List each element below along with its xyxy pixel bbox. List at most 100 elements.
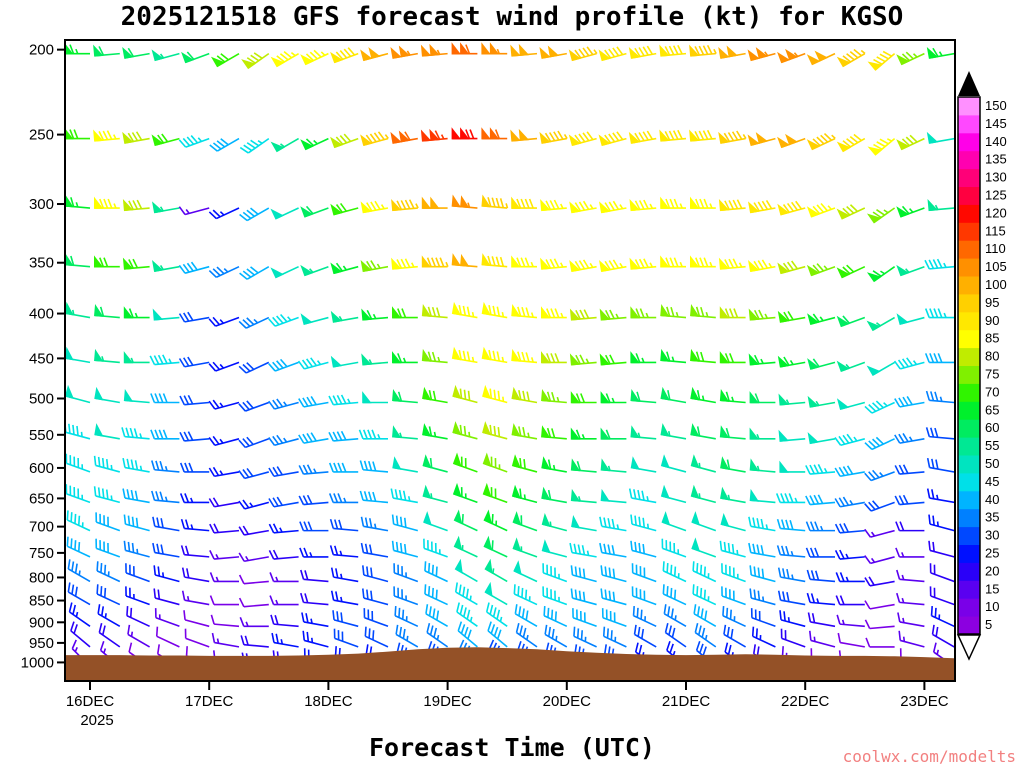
wind-barb [70, 621, 91, 648]
wind-barb [301, 612, 329, 628]
y-tick-label: 800 [29, 569, 54, 586]
wind-barb [238, 574, 269, 585]
wind-barb [778, 429, 806, 442]
wind-barb [866, 207, 896, 224]
colorbar-label: 125 [985, 187, 1007, 202]
wind-barb [511, 423, 538, 440]
wind-barb [422, 423, 448, 440]
wind-barb [395, 624, 419, 648]
wind-barb [544, 624, 568, 648]
wind-barb [570, 565, 597, 583]
wind-barb [598, 131, 627, 147]
wind-barb [510, 128, 538, 142]
wind-barb [806, 569, 836, 583]
wind-barb [297, 357, 329, 370]
wind-barb [897, 612, 925, 628]
wind-barb [807, 358, 836, 370]
wind-barb [569, 542, 597, 558]
wind-barb [924, 353, 954, 364]
wind-barb [779, 610, 806, 628]
wind-barb [926, 488, 954, 504]
wind-barb [693, 604, 717, 628]
wind-barb [154, 608, 180, 628]
wind-barb [426, 622, 449, 648]
wind-barb [600, 565, 627, 583]
wind-barb [209, 137, 240, 152]
wind-barb [359, 490, 389, 504]
wind-barb [330, 590, 359, 606]
wind-barb [152, 308, 180, 321]
wind-barb [689, 196, 716, 209]
wind-barb [541, 456, 567, 473]
wind-barb [834, 465, 865, 478]
wind-barb [748, 542, 776, 558]
wind-barb [927, 198, 954, 212]
wind-barb [452, 452, 478, 473]
wind-barb [360, 200, 389, 214]
wind-barb [806, 203, 836, 218]
wind-barb [719, 540, 746, 558]
wind-barb [514, 604, 538, 628]
wind-barb [485, 602, 508, 627]
wind-barb [690, 484, 717, 504]
wind-barb [570, 391, 597, 404]
wind-barb [630, 456, 657, 473]
wind-barb [568, 46, 598, 62]
wind-barb [511, 386, 538, 404]
wind-barb [151, 49, 180, 62]
wind-barb [122, 198, 150, 212]
wind-barb [238, 552, 269, 563]
wind-barb [268, 549, 299, 560]
wind-barb [66, 384, 91, 404]
wind-barbs-layer [66, 42, 954, 668]
wind-barb [719, 306, 746, 319]
wind-barb [362, 588, 389, 606]
wind-barb [866, 361, 895, 376]
wind-barb [330, 567, 359, 583]
wind-barb [122, 131, 150, 144]
wind-barb [96, 584, 121, 606]
wind-barb [721, 586, 746, 606]
wind-barb [836, 48, 866, 68]
x-tick-label: 21DEC [662, 693, 711, 710]
y-tick-label: 700 [29, 519, 54, 536]
wind-barb [451, 127, 478, 140]
y-tick-label: 400 [29, 306, 54, 323]
y-tick-label: 500 [29, 391, 54, 408]
wind-barb [628, 45, 657, 59]
wind-barb [152, 516, 180, 532]
wind-barb [691, 511, 717, 532]
colorbar-label: 75 [985, 366, 999, 381]
wind-barb [836, 264, 866, 279]
wind-barb [391, 351, 418, 364]
wind-barb [179, 394, 210, 406]
wind-barb [150, 393, 180, 404]
wind-barb [893, 357, 925, 370]
wind-barb [481, 127, 508, 140]
wind-barb [360, 131, 389, 147]
wind-barb [122, 488, 150, 504]
x-tick-label: 22DEC [781, 693, 830, 710]
wind-barb [456, 602, 478, 627]
wind-barb [630, 351, 657, 364]
wind-barb [66, 254, 91, 268]
wind-barb [178, 135, 210, 148]
wind-barb [776, 518, 806, 532]
wind-barb [392, 388, 418, 404]
wind-barb [630, 388, 657, 404]
wind-barb [894, 464, 925, 475]
wind-barb [482, 384, 508, 404]
colorbar-segment [958, 97, 980, 116]
colorbar-segment [958, 401, 980, 420]
wind-barb [834, 496, 865, 508]
wind-barb [805, 494, 836, 506]
y-tick-label: 300 [29, 196, 54, 213]
wind-barb [152, 260, 180, 272]
colorbar-label: 10 [985, 599, 999, 614]
wind-barb [299, 547, 329, 558]
colorbar-segment [958, 258, 980, 277]
plot-frame [64, 39, 956, 682]
wind-barb [125, 586, 150, 606]
colorbar-segment [958, 114, 980, 134]
wind-barb [180, 518, 210, 532]
